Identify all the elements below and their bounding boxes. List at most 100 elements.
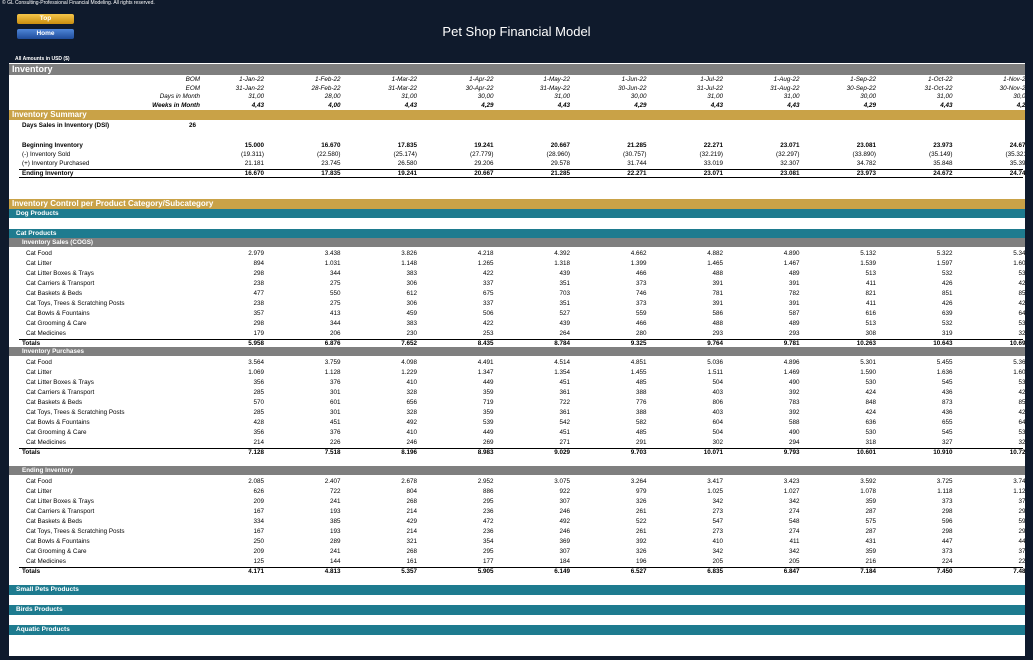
table-cell[interactable]: 161 [406, 558, 417, 565]
table-cell[interactable]: (22.580) [317, 151, 341, 158]
table-cell[interactable]: 214 [406, 508, 417, 515]
table-cell[interactable]: 783 [788, 399, 800, 406]
table-cell[interactable]: 4,43 [404, 101, 417, 109]
table-cell[interactable]: 489 [788, 270, 800, 277]
table-cell[interactable]: 781 [712, 290, 723, 297]
table-cell[interactable]: 264 [559, 330, 570, 337]
table-cell[interactable]: 489 [788, 320, 800, 327]
table-cell[interactable]: 4.896 [783, 359, 800, 366]
table-cell[interactable]: 1.069 [248, 369, 264, 376]
table-cell[interactable]: 24.672 [933, 170, 953, 177]
table-cell[interactable]: 1-May-22 [543, 76, 570, 83]
table-cell[interactable]: 504 [712, 379, 723, 386]
table-cell[interactable]: 1.031 [324, 260, 341, 267]
table-cell[interactable]: 490 [788, 429, 800, 436]
table-cell[interactable]: 293 [712, 330, 723, 337]
table-cell[interactable]: 1-Aug-22 [773, 76, 800, 83]
table-cell[interactable]: 492 [406, 419, 417, 426]
table-cell[interactable]: 31-Mar-22 [388, 84, 417, 92]
table-cell[interactable]: 1.636 [936, 369, 953, 376]
table-cell[interactable]: 472 [482, 518, 494, 525]
table-cell[interactable]: 35.848 [933, 160, 953, 167]
table-cell[interactable]: 30,00 [1013, 93, 1025, 100]
table-cell[interactable]: 274 [788, 528, 800, 535]
table-cell[interactable]: 351 [559, 300, 570, 307]
table-cell[interactable]: 388 [635, 409, 647, 416]
table-cell[interactable]: 1-Oct-22 [928, 76, 953, 83]
table-cell[interactable]: 209 [253, 498, 264, 505]
table-cell[interactable]: 5.301 [860, 359, 876, 366]
table-cell[interactable]: 6.527 [630, 568, 647, 575]
table-cell[interactable]: 570 [253, 399, 264, 406]
table-cell[interactable]: 301 [329, 389, 341, 396]
table-cell[interactable]: (32.297) [776, 151, 800, 158]
table-cell[interactable]: 5.132 [860, 250, 876, 257]
table-cell[interactable]: 873 [941, 399, 953, 406]
table-cell[interactable]: 410 [712, 538, 723, 545]
table-cell[interactable]: 326 [635, 548, 647, 555]
table-cell[interactable]: 488 [712, 320, 723, 327]
table-cell[interactable]: 2.085 [248, 478, 264, 485]
table-cell[interactable]: 821 [865, 290, 876, 297]
table-cell[interactable]: 4,29 [1016, 101, 1025, 109]
table-cell[interactable]: 298 [941, 528, 953, 535]
table-cell[interactable]: 9.325 [630, 340, 647, 347]
table-cell[interactable]: 23.973 [856, 170, 876, 177]
table-cell[interactable]: 356 [253, 429, 264, 436]
table-cell[interactable]: 612 [406, 290, 417, 297]
table-cell[interactable]: 391 [788, 300, 800, 307]
table-cell[interactable]: 167 [253, 528, 264, 535]
table-cell[interactable]: 306 [406, 300, 417, 307]
table-cell[interactable]: 144 [329, 558, 341, 565]
table-cell[interactable]: 422 [482, 320, 494, 327]
table-cell[interactable]: 285 [253, 389, 264, 396]
table-cell[interactable]: 1.318 [554, 260, 570, 267]
table-cell[interactable]: 655 [941, 419, 953, 426]
table-cell[interactable]: 4.392 [554, 250, 570, 257]
table-cell[interactable]: 376 [329, 379, 341, 386]
table-cell[interactable]: 33.019 [703, 160, 723, 167]
table-cell[interactable]: 361 [559, 409, 570, 416]
table-cell[interactable]: 8.435 [477, 340, 494, 347]
table-cell[interactable]: 5.036 [707, 359, 723, 366]
table-cell[interactable]: 34.782 [856, 160, 876, 167]
table-cell[interactable]: 4,29 [634, 101, 647, 109]
table-cell[interactable]: 504 [712, 429, 723, 436]
table-cell[interactable]: 4.890 [783, 250, 800, 257]
table-cell[interactable]: 287 [865, 528, 876, 535]
table-cell[interactable]: 535 [1018, 270, 1025, 277]
table-cell[interactable]: 431 [865, 538, 876, 545]
table-cell[interactable]: 413 [329, 310, 341, 317]
table-cell[interactable]: 261 [635, 528, 647, 535]
table-cell[interactable]: 1.467 [783, 260, 800, 267]
table-cell[interactable]: 16.670 [244, 170, 264, 177]
table-cell[interactable]: 3.423 [783, 478, 800, 485]
table-cell[interactable]: 4.882 [707, 250, 723, 257]
table-cell[interactable]: 383 [406, 320, 417, 327]
table-cell[interactable]: 328 [406, 409, 417, 416]
table-cell[interactable]: 17.835 [321, 170, 341, 177]
table-cell[interactable]: 703 [559, 290, 570, 297]
table-cell[interactable]: 506 [482, 310, 494, 317]
table-cell[interactable]: 20.667 [474, 170, 494, 177]
table-cell[interactable]: 236 [482, 508, 494, 515]
table-cell[interactable]: 19.241 [474, 142, 494, 149]
table-cell[interactable]: 1.025 [707, 488, 723, 495]
table-cell[interactable]: 29.206 [474, 160, 494, 167]
table-cell[interactable]: 424 [865, 389, 876, 396]
table-cell[interactable]: 5.357 [401, 568, 417, 575]
table-cell[interactable]: 206 [329, 330, 341, 337]
table-cell[interactable]: 1.539 [860, 260, 876, 267]
table-cell[interactable]: 21.285 [627, 142, 647, 149]
table-cell[interactable]: 1-Feb-22 [314, 76, 341, 83]
table-cell[interactable]: 545 [941, 429, 953, 436]
table-cell[interactable]: 7.184 [860, 568, 876, 575]
table-cell[interactable]: 373 [941, 498, 953, 505]
table-cell[interactable]: 1.027 [783, 488, 800, 495]
table-cell[interactable]: (33.890) [852, 151, 876, 158]
table-cell[interactable]: 23.071 [780, 142, 800, 149]
table-cell[interactable]: 337 [482, 300, 494, 307]
table-cell[interactable]: 351 [559, 280, 570, 287]
table-cell[interactable]: 24.748 [1009, 170, 1025, 177]
table-cell[interactable]: 776 [635, 399, 647, 406]
